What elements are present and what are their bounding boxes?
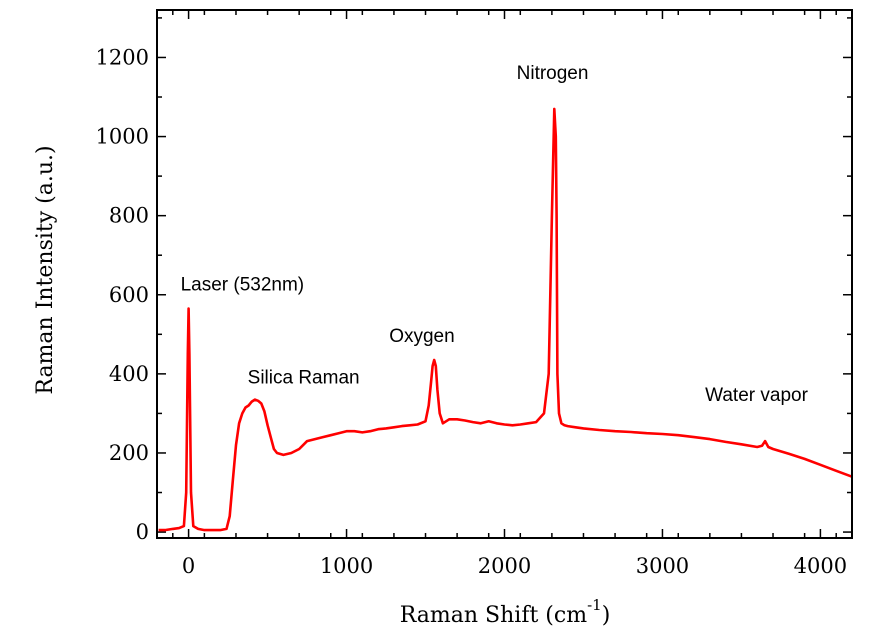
y-axis-title: Raman Intensity (a.u.) <box>33 145 58 394</box>
x-axis-label: Raman Shift (cm-1) <box>400 596 611 628</box>
x-tick-label: 2000 <box>478 554 531 578</box>
x-axis-label-text: Raman Shift (cm <box>400 603 587 628</box>
y-tick-label: 600 <box>109 283 149 307</box>
annotation-label: Laser (532nm) <box>181 275 305 296</box>
annotation-label: Oxygen <box>389 326 454 347</box>
x-axis-label-superscript: -1 <box>587 596 602 614</box>
plot-frame <box>156 9 853 539</box>
annotation-label: Nitrogen <box>517 63 589 84</box>
axis-ticks: 0 1000 2000 3000 4000 0 200 400 600 800 1000 1200 <box>96 10 852 578</box>
raman-spectrum-line <box>158 107 853 532</box>
annotations: Laser (532nm) Silica Raman Oxygen Nitrogen W… <box>181 63 809 406</box>
y-tick-label: 200 <box>109 441 149 465</box>
y-tick-label: 1200 <box>96 45 149 69</box>
x-tick-label: 4000 <box>794 554 847 578</box>
y-tick-label: 0 <box>136 520 149 544</box>
y-axis-label: Raman Intensity (a.u.) <box>33 145 58 394</box>
x-tick-label: 3000 <box>636 554 689 578</box>
x-axis-label-close: ) <box>602 603 611 628</box>
x-tick-label: 1000 <box>320 554 373 578</box>
y-tick-label: 400 <box>109 362 149 386</box>
x-tick-label: 0 <box>182 554 195 578</box>
annotation-label: Silica Raman <box>248 368 360 389</box>
y-tick-label: 800 <box>109 204 149 228</box>
annotation-label: Water vapor <box>705 385 808 406</box>
y-tick-label: 1000 <box>96 125 149 149</box>
